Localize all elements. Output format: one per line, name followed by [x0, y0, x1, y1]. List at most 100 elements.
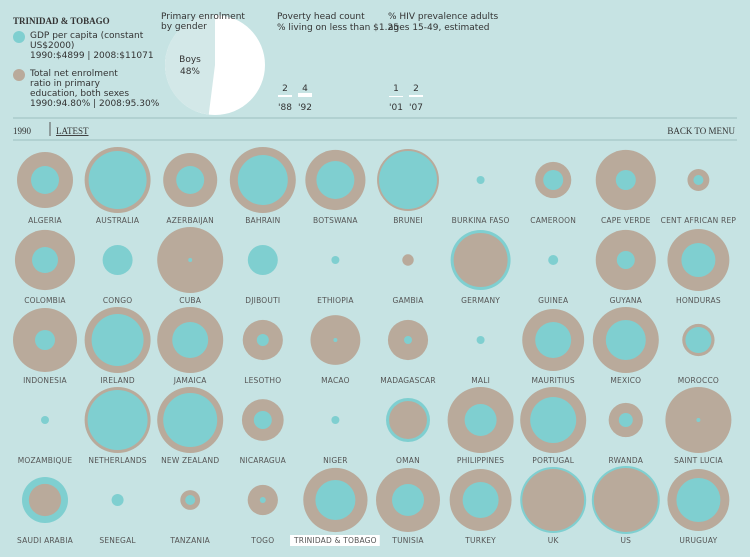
legend-label: GDP per capita (constant US$2000) [30, 31, 144, 51]
country-label[interactable]: MADAGASCAR [380, 376, 436, 385]
country-label[interactable]: GUYANA [610, 296, 643, 305]
country-label[interactable]: AUSTRALIA [96, 216, 140, 225]
country-label[interactable]: NETHERLANDS [88, 456, 146, 465]
gdp-circle [392, 484, 424, 516]
country-label[interactable]: OMAN [396, 456, 420, 465]
gdp-circle [543, 170, 564, 190]
bar-value-label: 1 [393, 84, 399, 94]
bar-value-label: 2 [413, 84, 419, 94]
gdp-circle [41, 416, 49, 424]
hiv-subtitle: ages 15-49, estimated [388, 23, 490, 33]
gdp-circle [35, 330, 55, 350]
gdp-circle [316, 161, 355, 199]
country-label[interactable]: TOGO [250, 536, 274, 545]
gdp-circle [185, 495, 196, 505]
country-label[interactable]: BRUNEI [393, 216, 423, 225]
year-tab[interactable]: 1990 [13, 126, 32, 136]
gdp-circle [256, 334, 269, 346]
gdp-circle [315, 480, 356, 520]
country-label[interactable]: IRELAND [100, 376, 134, 385]
country-label[interactable]: CENT AFRICAN REP [661, 216, 737, 225]
country-label[interactable]: TANZANIA [169, 536, 210, 545]
gdp-circle [253, 411, 272, 429]
gdp-circle [685, 327, 712, 353]
country-label[interactable]: GUINEA [538, 296, 569, 305]
country-label[interactable]: INDONESIA [23, 376, 67, 385]
mini-bar [278, 95, 292, 97]
poverty-subtitle: % living on less than $1.25 [277, 23, 399, 33]
country-label[interactable]: MOROCCO [678, 376, 719, 385]
country-label[interactable]: TURKEY [464, 536, 496, 545]
gdp-circle [333, 338, 338, 342]
country-label[interactable]: PHILIPPINES [457, 456, 504, 465]
country-label[interactable]: MACAO [321, 376, 350, 385]
year-label: '92 [298, 103, 312, 113]
gdp-circle [172, 322, 209, 358]
country-label[interactable]: AZERBAIJAN [166, 216, 214, 225]
country-label[interactable]: BOTSWANA [313, 216, 358, 225]
pie-slice [165, 15, 215, 115]
country-label[interactable]: COLOMBIA [24, 296, 66, 305]
country-label[interactable]: TUNISIA [391, 536, 424, 545]
country-label[interactable]: HONDURAS [676, 296, 721, 305]
gdp-circle [331, 416, 340, 424]
gdp-circle [681, 243, 716, 277]
country-label[interactable]: GERMANY [461, 296, 500, 305]
country-label[interactable]: GAMBIA [392, 296, 424, 305]
gdp-circle [535, 322, 572, 358]
country-label[interactable]: US [620, 536, 631, 545]
country-label[interactable]: URUGUAY [679, 536, 717, 545]
country-label[interactable]: CUBA [179, 296, 201, 305]
country-label[interactable]: LESOTHO [244, 376, 281, 385]
country-label[interactable]: NIGER [323, 456, 348, 465]
pie-value-label: 48% [180, 67, 200, 77]
gdp-circle [111, 494, 124, 506]
country-label[interactable]: ETHIOPIA [317, 296, 354, 305]
country-label[interactable]: TRINIDAD & TOBAGO [293, 536, 377, 545]
country-label[interactable]: CAMEROON [530, 216, 576, 225]
gdp-circle [530, 397, 577, 443]
country-label[interactable]: MEXICO [610, 376, 641, 385]
gdp-circle [259, 497, 266, 503]
legend-swatch [13, 31, 25, 43]
country-label[interactable]: UK [548, 536, 560, 545]
mini-bar [298, 93, 312, 97]
selected-highlight [290, 535, 380, 546]
country-label[interactable]: SAINT LUCIA [674, 456, 724, 465]
gdp-circle [615, 170, 636, 190]
country-label[interactable]: BURKINA FASO [452, 216, 510, 225]
country-label[interactable]: NICARAGUA [240, 456, 287, 465]
country-label[interactable]: PORTUGAL [532, 456, 575, 465]
gdp-circle [31, 166, 59, 194]
mini-bar [389, 96, 403, 97]
country-label[interactable]: DJIBOUTI [245, 296, 280, 305]
enrolment-circle [453, 232, 508, 288]
gdp-circle [476, 336, 485, 344]
gdp-circle [464, 404, 497, 436]
enrolment-circle [522, 469, 585, 531]
country-label[interactable]: RWANDA [608, 456, 643, 465]
gdp-circle [163, 393, 218, 447]
back-button[interactable]: BACK TO MENU [667, 126, 735, 136]
year-label: '88 [278, 103, 292, 113]
country-label[interactable]: MAURITIUS [532, 376, 575, 385]
gdp-circle [188, 258, 193, 262]
legend-detail: 1990:$4899 | 2008:$11071 [30, 51, 154, 61]
country-label[interactable]: CONGO [103, 296, 132, 305]
country-label[interactable]: ALGERIA [28, 216, 62, 225]
country-label[interactable]: CAPE VERDE [601, 216, 651, 225]
country-label[interactable]: SAUDI ARABIA [17, 536, 74, 545]
latest-tab[interactable]: LATEST [56, 126, 89, 136]
legend-swatch [13, 69, 25, 81]
country-label[interactable]: MOZAMBIQUE [18, 456, 73, 465]
country-label[interactable]: BAHRAIN [245, 216, 280, 225]
country-label[interactable]: SENEGAL [99, 536, 136, 545]
year-label: '01 [389, 103, 403, 113]
country-label[interactable]: MALI [471, 376, 490, 385]
gdp-circle [91, 314, 144, 366]
bar-value-label: 4 [302, 84, 308, 94]
pie-label: Boys [179, 55, 201, 65]
country-label[interactable]: NEW ZEALAND [161, 456, 219, 465]
country-label[interactable]: JAMAICA [173, 376, 207, 385]
